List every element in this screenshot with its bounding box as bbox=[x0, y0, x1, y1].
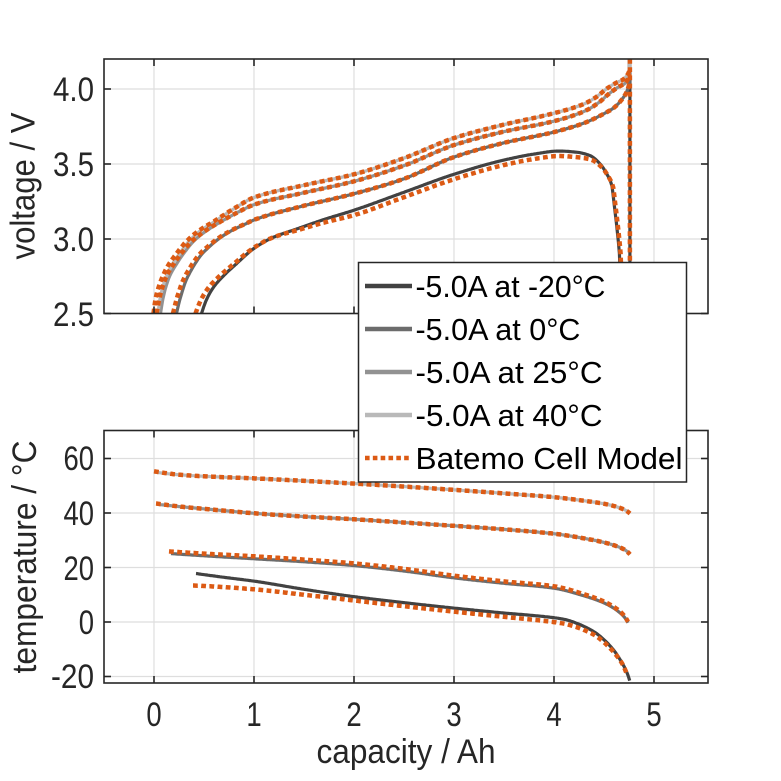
svg-text:2.5: 2.5 bbox=[53, 296, 94, 334]
svg-text:2: 2 bbox=[346, 696, 361, 734]
svg-text:3.0: 3.0 bbox=[53, 221, 94, 259]
svg-text:-5.0A at 40°C: -5.0A at 40°C bbox=[416, 398, 603, 433]
svg-text:3.5: 3.5 bbox=[53, 146, 94, 184]
svg-text:voltage / V: voltage / V bbox=[5, 112, 43, 259]
svg-text:temperature / °C: temperature / °C bbox=[6, 440, 44, 673]
svg-text:40: 40 bbox=[64, 495, 95, 533]
svg-text:4: 4 bbox=[546, 696, 561, 734]
svg-text:0: 0 bbox=[79, 604, 94, 642]
svg-text:Batemo Cell Model: Batemo Cell Model bbox=[416, 441, 683, 476]
svg-text:5: 5 bbox=[646, 696, 661, 734]
svg-text:1: 1 bbox=[246, 696, 261, 734]
svg-text:-5.0A at -20°C: -5.0A at -20°C bbox=[416, 269, 606, 304]
svg-text:0: 0 bbox=[146, 696, 161, 734]
svg-text:capacity / Ah: capacity / Ah bbox=[317, 733, 496, 771]
svg-text:4.0: 4.0 bbox=[53, 71, 94, 109]
svg-text:-5.0A at 25°C: -5.0A at 25°C bbox=[416, 355, 603, 390]
svg-text:-20: -20 bbox=[51, 658, 94, 696]
svg-text:-5.0A at 0°C: -5.0A at 0°C bbox=[416, 312, 581, 347]
svg-text:60: 60 bbox=[64, 440, 95, 478]
svg-text:3: 3 bbox=[446, 696, 461, 734]
svg-text:20: 20 bbox=[64, 550, 95, 588]
